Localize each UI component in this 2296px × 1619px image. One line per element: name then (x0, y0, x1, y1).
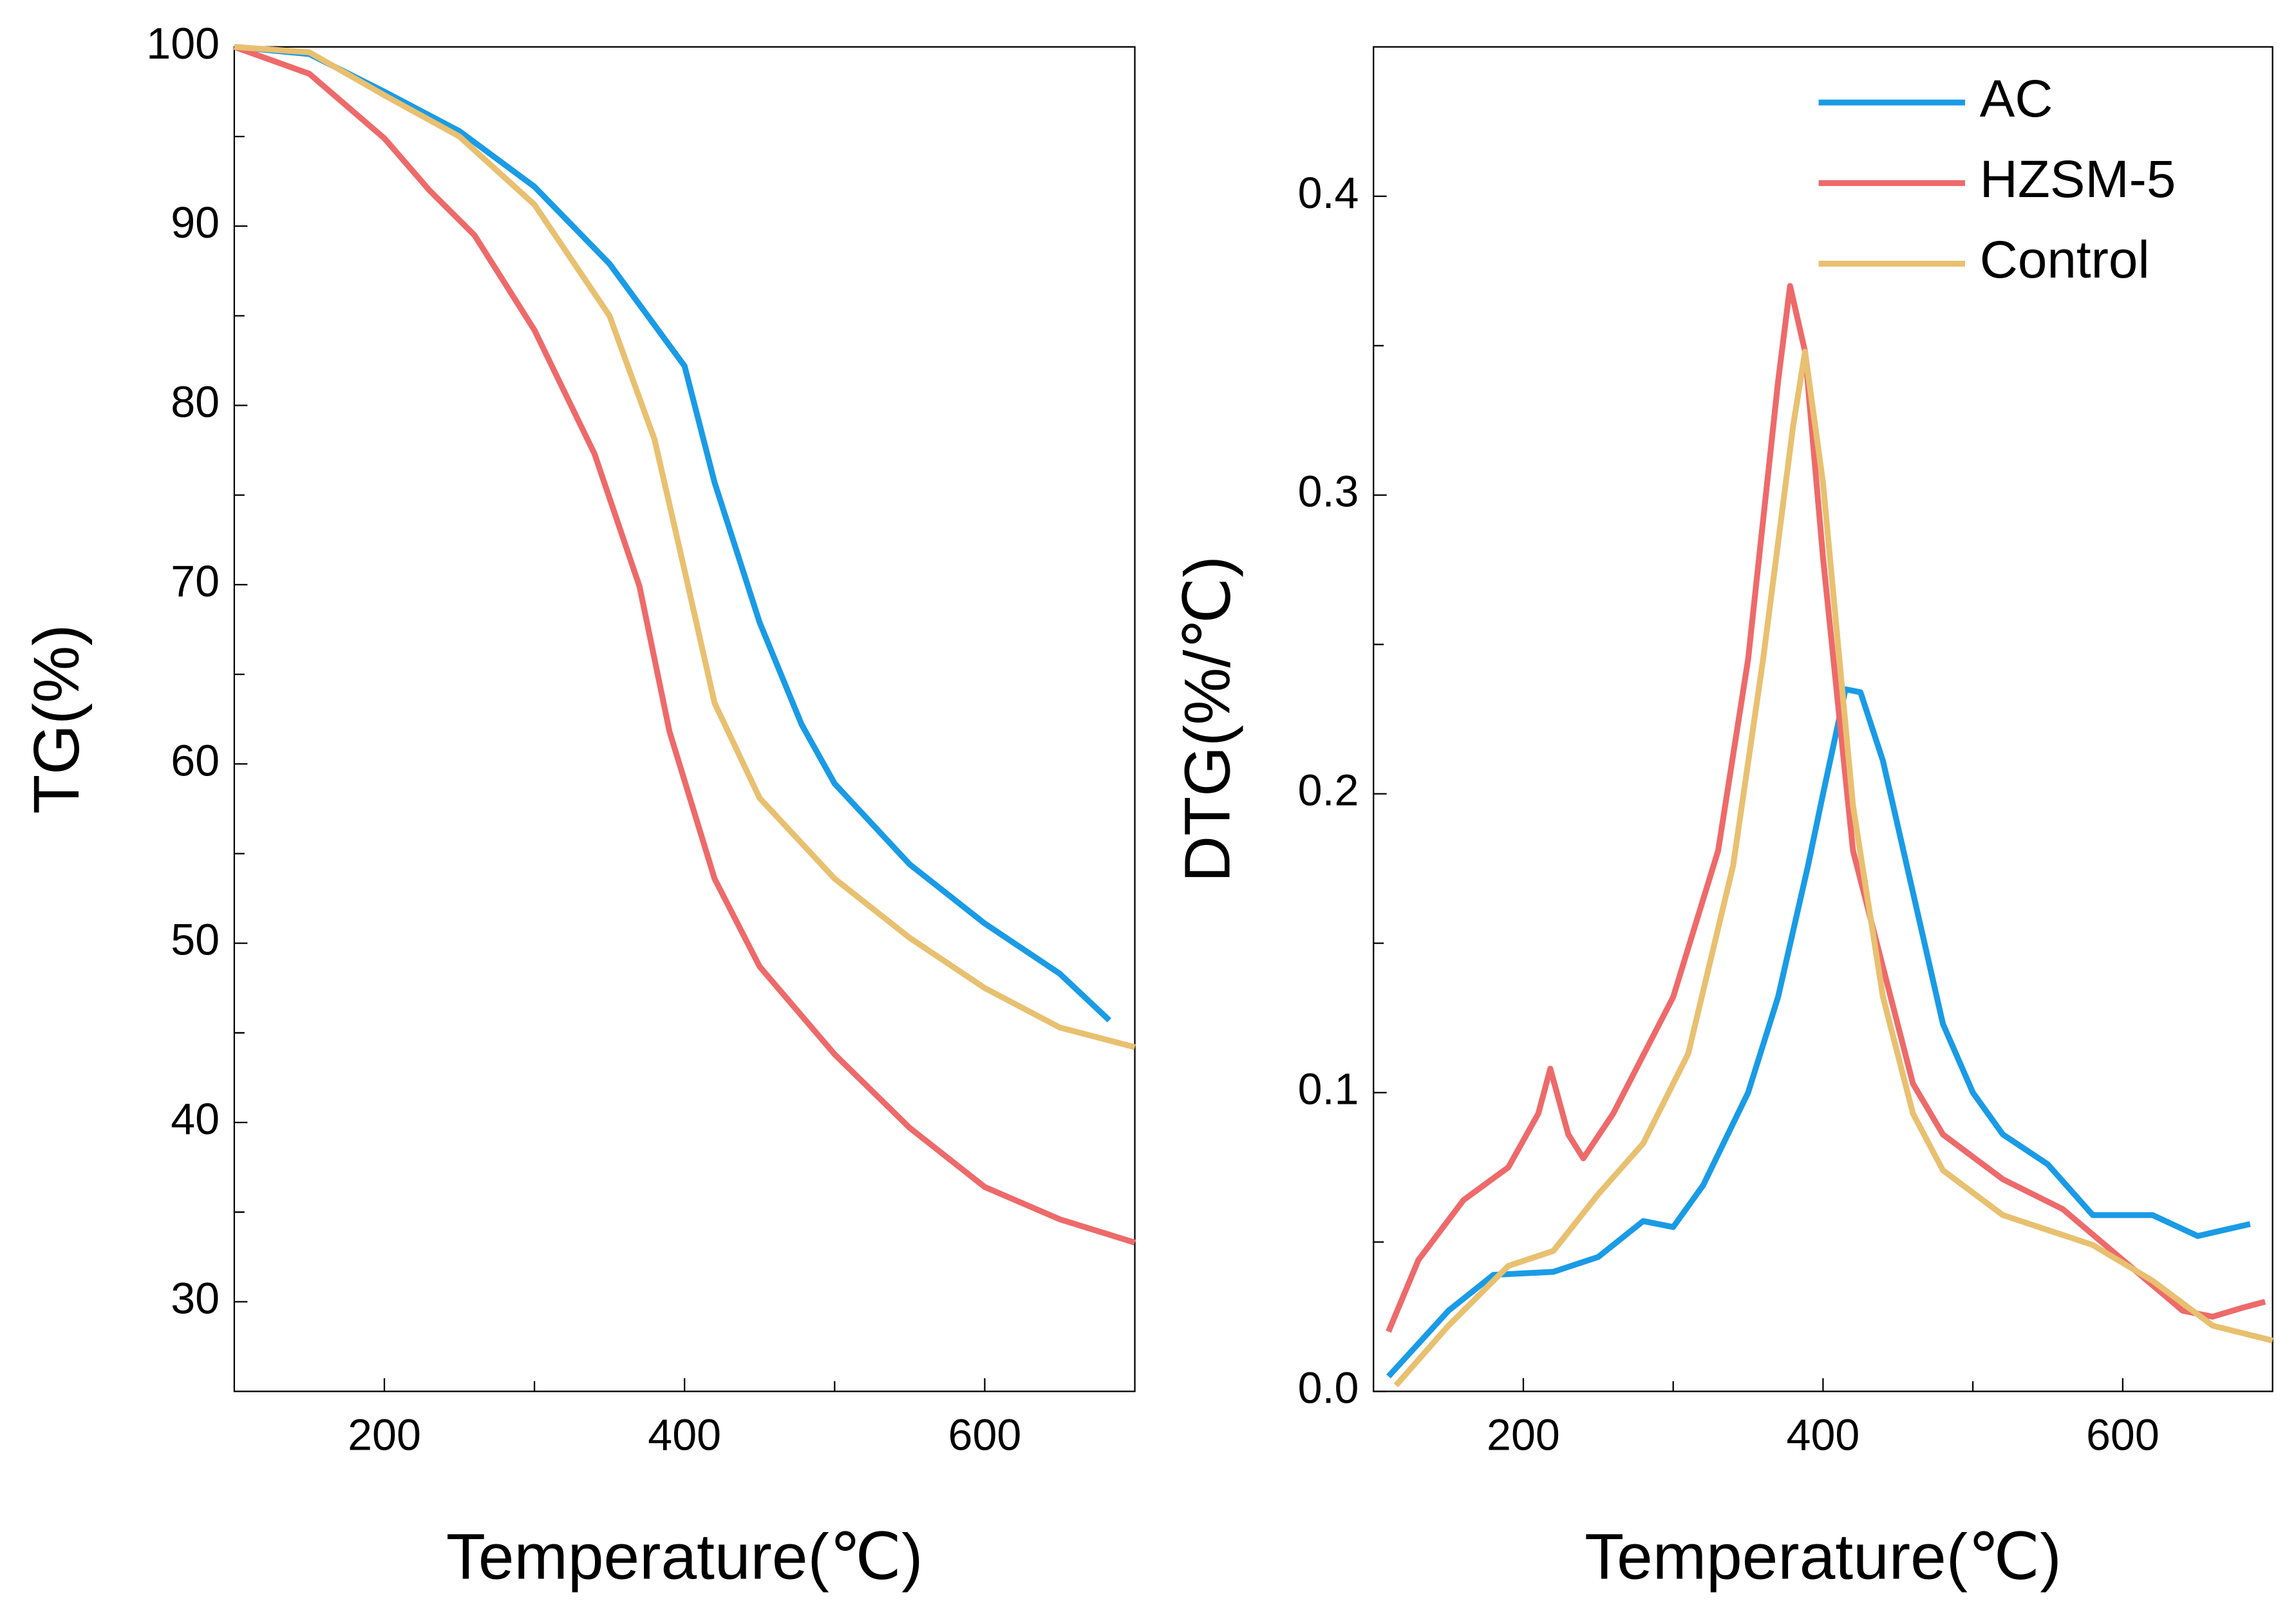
y-tick-label: 90 (171, 198, 220, 247)
y-tick-label: 40 (171, 1095, 220, 1144)
data-line (233, 44, 1136, 1245)
x-tick-label: 200 (348, 1411, 421, 1460)
x-tick-label: 200 (1487, 1411, 1560, 1460)
legend-label: AC (1980, 70, 2053, 128)
y-tick-label: 0.0 (1298, 1364, 1359, 1413)
x-tick-label: 600 (948, 1411, 1022, 1460)
data-line (234, 44, 1136, 1050)
y-tick-label: 30 (171, 1274, 220, 1323)
y-tick-label: 70 (171, 557, 220, 606)
data-line (234, 44, 1112, 1023)
y-tick-label: 50 (171, 916, 220, 965)
data-line (1386, 283, 2266, 1333)
legend-label: HZSM-5 (1980, 150, 2176, 209)
legend-label: Control (1980, 231, 2150, 289)
x-tick-label: 600 (2086, 1411, 2160, 1460)
y-tick-label: 0.2 (1298, 766, 1359, 815)
y-axis-label: DTG(%/℃) (1172, 556, 1244, 882)
data-line (1393, 348, 2273, 1388)
x-axis-label: Temperature(℃) (446, 1521, 923, 1593)
y-tick-label: 0.1 (1298, 1065, 1359, 1114)
x-tick-label: 400 (1787, 1411, 1860, 1460)
y-tick-label: 60 (171, 736, 220, 785)
x-tick-label: 400 (648, 1411, 721, 1460)
y-tick-label: 100 (146, 19, 220, 68)
y-tick-label: 0.3 (1298, 468, 1359, 516)
y-axis-label: TG(%) (21, 624, 93, 814)
y-tick-label: 0.4 (1298, 169, 1359, 218)
y-tick-label: 80 (171, 378, 220, 427)
x-axis-label: Temperature(℃) (1585, 1521, 2062, 1593)
data-line (1386, 686, 2251, 1379)
plot-frame (233, 46, 1136, 1392)
